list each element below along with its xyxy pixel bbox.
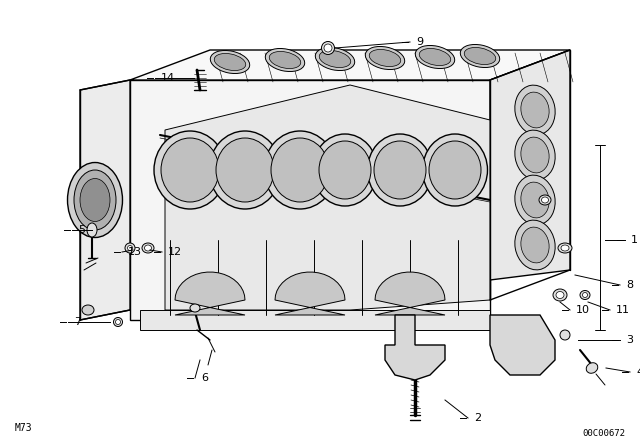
Ellipse shape [422,134,488,206]
Ellipse shape [269,52,301,69]
Ellipse shape [561,245,569,251]
Ellipse shape [580,290,590,300]
Polygon shape [375,272,445,315]
Ellipse shape [556,292,564,298]
Ellipse shape [586,363,598,373]
Polygon shape [275,272,345,315]
Text: 4: 4 [636,367,640,377]
Polygon shape [175,272,245,315]
Ellipse shape [374,141,426,199]
Ellipse shape [515,85,555,135]
Ellipse shape [553,289,567,301]
Ellipse shape [419,48,451,65]
Polygon shape [80,80,130,320]
Ellipse shape [145,245,152,251]
Ellipse shape [316,47,355,70]
Ellipse shape [209,131,281,209]
Ellipse shape [515,220,555,270]
Ellipse shape [161,138,219,202]
Ellipse shape [324,44,332,52]
Ellipse shape [521,92,549,128]
Polygon shape [130,80,490,320]
Ellipse shape [369,49,401,66]
Ellipse shape [515,130,555,180]
Ellipse shape [125,243,135,253]
Ellipse shape [80,178,110,221]
Polygon shape [385,315,445,380]
Ellipse shape [515,175,555,225]
Text: 2: 2 [474,413,481,423]
Text: 1: 1 [631,235,638,245]
Ellipse shape [127,246,132,250]
Polygon shape [490,50,570,280]
Ellipse shape [264,131,336,209]
Text: 9: 9 [416,37,423,47]
Ellipse shape [521,137,549,173]
Ellipse shape [367,134,433,206]
Text: 8: 8 [626,280,633,290]
Ellipse shape [541,197,548,203]
Text: 5: 5 [78,225,85,235]
Ellipse shape [214,53,246,70]
Text: 3: 3 [626,335,633,345]
Ellipse shape [558,243,572,253]
Text: M73: M73 [15,423,33,433]
Ellipse shape [460,44,500,68]
Ellipse shape [539,195,551,205]
Text: 13: 13 [128,247,142,257]
Ellipse shape [87,223,97,237]
Text: 7: 7 [74,317,81,327]
Ellipse shape [82,305,94,315]
Ellipse shape [271,138,329,202]
Ellipse shape [415,45,454,69]
Ellipse shape [74,170,116,230]
Ellipse shape [312,134,378,206]
Text: 6: 6 [201,373,208,383]
Ellipse shape [429,141,481,199]
Text: 10: 10 [576,305,590,315]
Text: 00C00672: 00C00672 [582,429,625,438]
Ellipse shape [67,163,122,237]
Ellipse shape [319,141,371,199]
Ellipse shape [211,51,250,73]
Ellipse shape [142,243,154,253]
Ellipse shape [582,293,588,297]
Text: 11: 11 [616,305,630,315]
Ellipse shape [216,138,274,202]
Polygon shape [490,315,555,375]
Ellipse shape [115,319,120,324]
Ellipse shape [321,42,335,55]
Ellipse shape [560,330,570,340]
Ellipse shape [113,318,122,327]
Polygon shape [165,85,490,310]
Ellipse shape [319,51,351,68]
Ellipse shape [266,48,305,72]
Polygon shape [140,310,490,330]
Text: 14: 14 [161,73,175,83]
Text: 12: 12 [168,247,182,257]
Ellipse shape [365,47,404,69]
Ellipse shape [190,304,200,312]
Ellipse shape [464,47,496,65]
Ellipse shape [521,227,549,263]
Ellipse shape [521,182,549,218]
Polygon shape [130,50,570,80]
Ellipse shape [154,131,226,209]
